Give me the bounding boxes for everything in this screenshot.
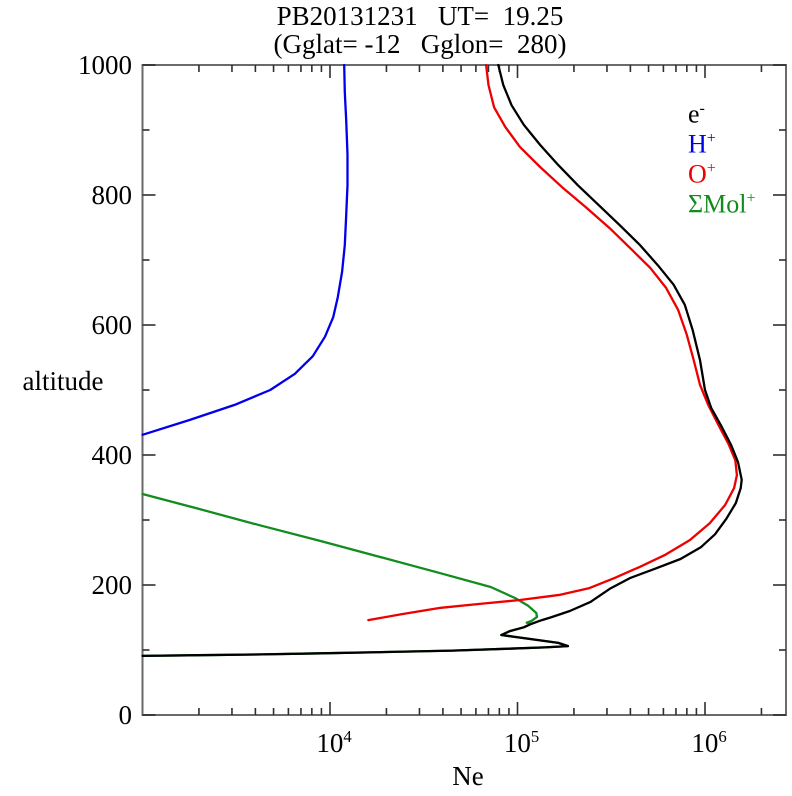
series-mol-curve <box>141 492 570 658</box>
y-tick-label: 800 <box>91 180 133 210</box>
chart-title: PB20131231 UT= 19.25 <box>276 1 564 31</box>
y-tick-label: 400 <box>91 440 133 470</box>
series-e-curve <box>141 63 743 658</box>
y-tick-label: 200 <box>91 570 133 600</box>
x-tick-label: 105 <box>503 727 540 758</box>
x-tick-label: 104 <box>316 727 352 758</box>
x-tick-label: 106 <box>691 727 727 758</box>
legend-item-mol: ΣMol+ <box>688 189 756 219</box>
y-axis-title: altitude <box>22 366 104 396</box>
series-h-curve <box>141 63 349 436</box>
y-tick-label: 600 <box>91 310 133 340</box>
chart-subtitle: (Gglat= -12 Gglon= 280) <box>273 29 567 59</box>
x-axis-title: Ne <box>452 761 484 791</box>
legend-item-o: O+ <box>688 159 716 189</box>
series-o-curve <box>367 63 739 622</box>
y-tick-label: 1000 <box>78 50 132 80</box>
legend-item-h: H+ <box>688 129 716 159</box>
y-tick-label: 0 <box>118 700 133 730</box>
legend-item-e: e- <box>688 99 705 129</box>
